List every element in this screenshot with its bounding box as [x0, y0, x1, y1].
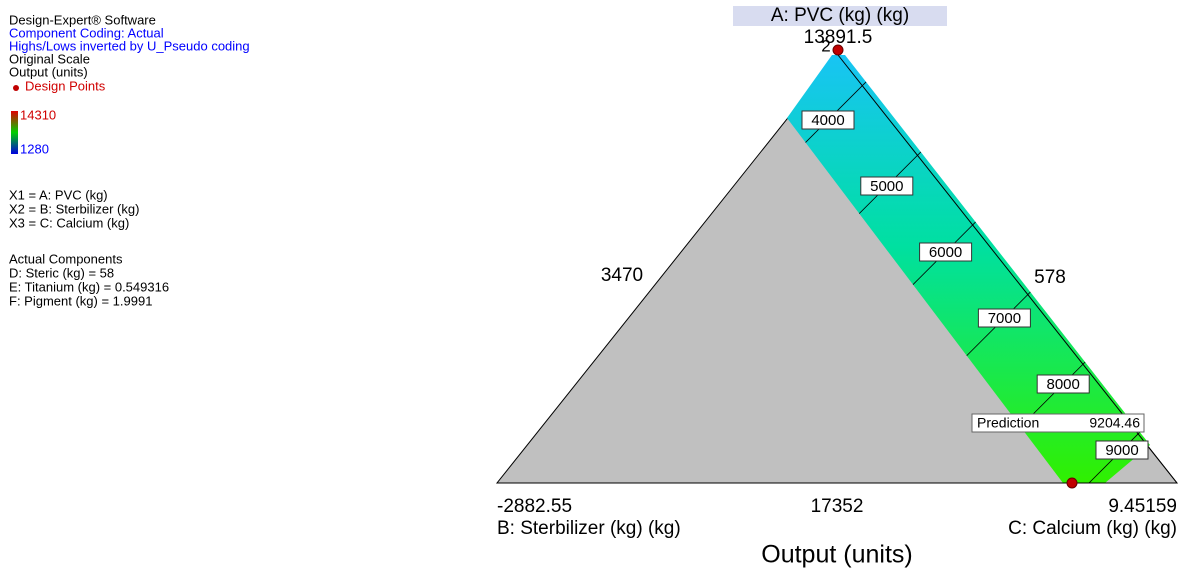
- design-point: [832, 44, 844, 56]
- contour-label-box: [860, 176, 914, 196]
- prediction-box: [971, 413, 1145, 433]
- c-label: C: Calcium (kg) (kg): [1008, 518, 1177, 539]
- design-point: [1066, 477, 1078, 489]
- contour-labels: 4000 5000 6000 7000 8000 9000: [801, 110, 1149, 460]
- contour-label-box: [801, 110, 855, 130]
- right-edge-value: 578: [1034, 267, 1066, 288]
- c-value: 9.45159: [1108, 496, 1177, 517]
- info-line: Component Coding: Actual: [9, 25, 164, 40]
- contour-label: 9000: [1105, 442, 1138, 459]
- actual-component: D: Steric (kg) = 58: [9, 265, 114, 280]
- component: X1 = A: PVC (kg): [9, 187, 108, 202]
- colorbar: [11, 111, 18, 154]
- legend-dot: [13, 85, 19, 91]
- point-label: 2: [821, 36, 830, 55]
- info-line: Highs/Lows inverted by U_Pseudo coding: [9, 38, 250, 53]
- left-edge-value: 3470: [601, 265, 643, 286]
- right-edge: [837, 54, 1178, 484]
- contour-label-box: [1036, 374, 1090, 394]
- contour-label: 4000: [811, 112, 844, 129]
- b-label: B: Sterbilizer (kg) (kg): [497, 518, 681, 539]
- contour-label: 6000: [929, 244, 962, 261]
- a-value: 13891.5: [804, 27, 873, 48]
- contour-label: 5000: [870, 178, 903, 195]
- contour-label-box: [919, 242, 973, 262]
- info-line: Original Scale: [9, 51, 90, 66]
- prediction-value: 9204.46: [1089, 415, 1140, 431]
- colorbar-low: 1280: [20, 141, 49, 156]
- actual-component: F: Pigment (kg) = 1.9991: [9, 293, 152, 308]
- component: X2 = B: Sterbilizer (kg): [9, 201, 139, 216]
- design-points: Design Points: [25, 78, 106, 93]
- prediction-label: Prediction: [977, 415, 1039, 431]
- info-line: Design-Expert® Software: [9, 12, 156, 27]
- contour-label-box: [977, 308, 1031, 328]
- actual-component: E: Titanium (kg) = 0.549316: [9, 279, 169, 294]
- component: X3 = C: Calcium (kg): [9, 215, 129, 230]
- bottom-edge-value: 17352: [811, 496, 864, 517]
- actual-title: Actual Components: [9, 251, 123, 266]
- axis-label-bg: [733, 6, 947, 26]
- colorbar-high: 14310: [20, 107, 56, 122]
- a-label: A: PVC (kg) (kg): [771, 5, 909, 26]
- contour-label-box: [1095, 440, 1149, 460]
- contour-label: 7000: [988, 310, 1021, 327]
- b-value: -2882.55: [497, 496, 572, 517]
- chart-title: Output (units): [761, 541, 912, 569]
- info-line: Output (units): [9, 64, 88, 79]
- contour-label: 8000: [1047, 376, 1080, 393]
